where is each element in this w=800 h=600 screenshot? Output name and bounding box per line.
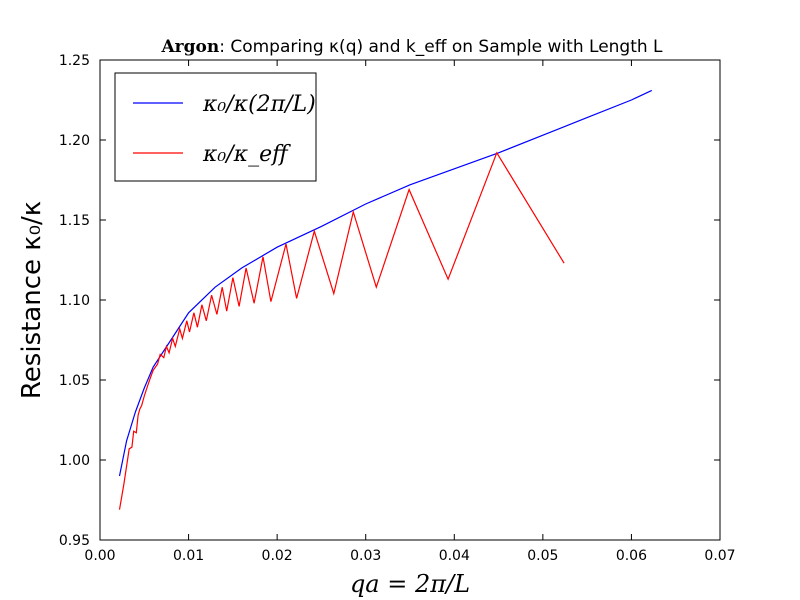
x-tick-label: 0.03 <box>350 548 381 564</box>
legend-label-blue: κ₀/κ(2π/L) <box>202 92 316 117</box>
x-axis-label: qa = 2π/L <box>350 570 470 598</box>
y-tick-label: 1.20 <box>59 133 90 149</box>
x-tick-label: 0.05 <box>527 548 558 564</box>
x-tick-label: 0.04 <box>439 548 470 564</box>
x-tick-label: 0.02 <box>262 548 293 564</box>
chart-title-rest: : Comparing κ(q) and k_eff on Sample wit… <box>219 37 663 57</box>
chart-title: Argon: Comparing κ(q) and k_eff on Sampl… <box>160 37 663 57</box>
x-tick-label: 0.01 <box>173 548 204 564</box>
legend: κ₀/κ(2π/L) κ₀/κ_eff <box>114 72 317 182</box>
axis-ticks: 0.00 0.01 0.02 0.03 0.04 0.05 0.06 0.07 0.95 1.00… <box>59 53 736 564</box>
x-tick-label: 0.00 <box>84 548 115 564</box>
y-tick-label: 1.05 <box>59 373 90 389</box>
series-line-kappa-q <box>118 89 653 477</box>
y-tick-label: 1.25 <box>59 53 90 69</box>
y-tick-label: 1.10 <box>59 293 90 309</box>
series-layer <box>118 89 653 510</box>
x-tick-label: 0.06 <box>616 548 647 564</box>
y-tick-label: 1.00 <box>59 453 90 469</box>
chart-title-bold: Argon <box>160 37 219 57</box>
legend-box <box>114 72 317 182</box>
y-tick-label: 1.15 <box>59 213 90 229</box>
x-tick-label: 0.07 <box>704 548 735 564</box>
y-tick-label: 0.95 <box>59 533 90 549</box>
series-line-kappa-eff <box>118 151 565 510</box>
legend-label-red: κ₀/κ_eff <box>202 142 291 167</box>
y-axis-label: Resistance κ₀/κ <box>17 201 47 399</box>
